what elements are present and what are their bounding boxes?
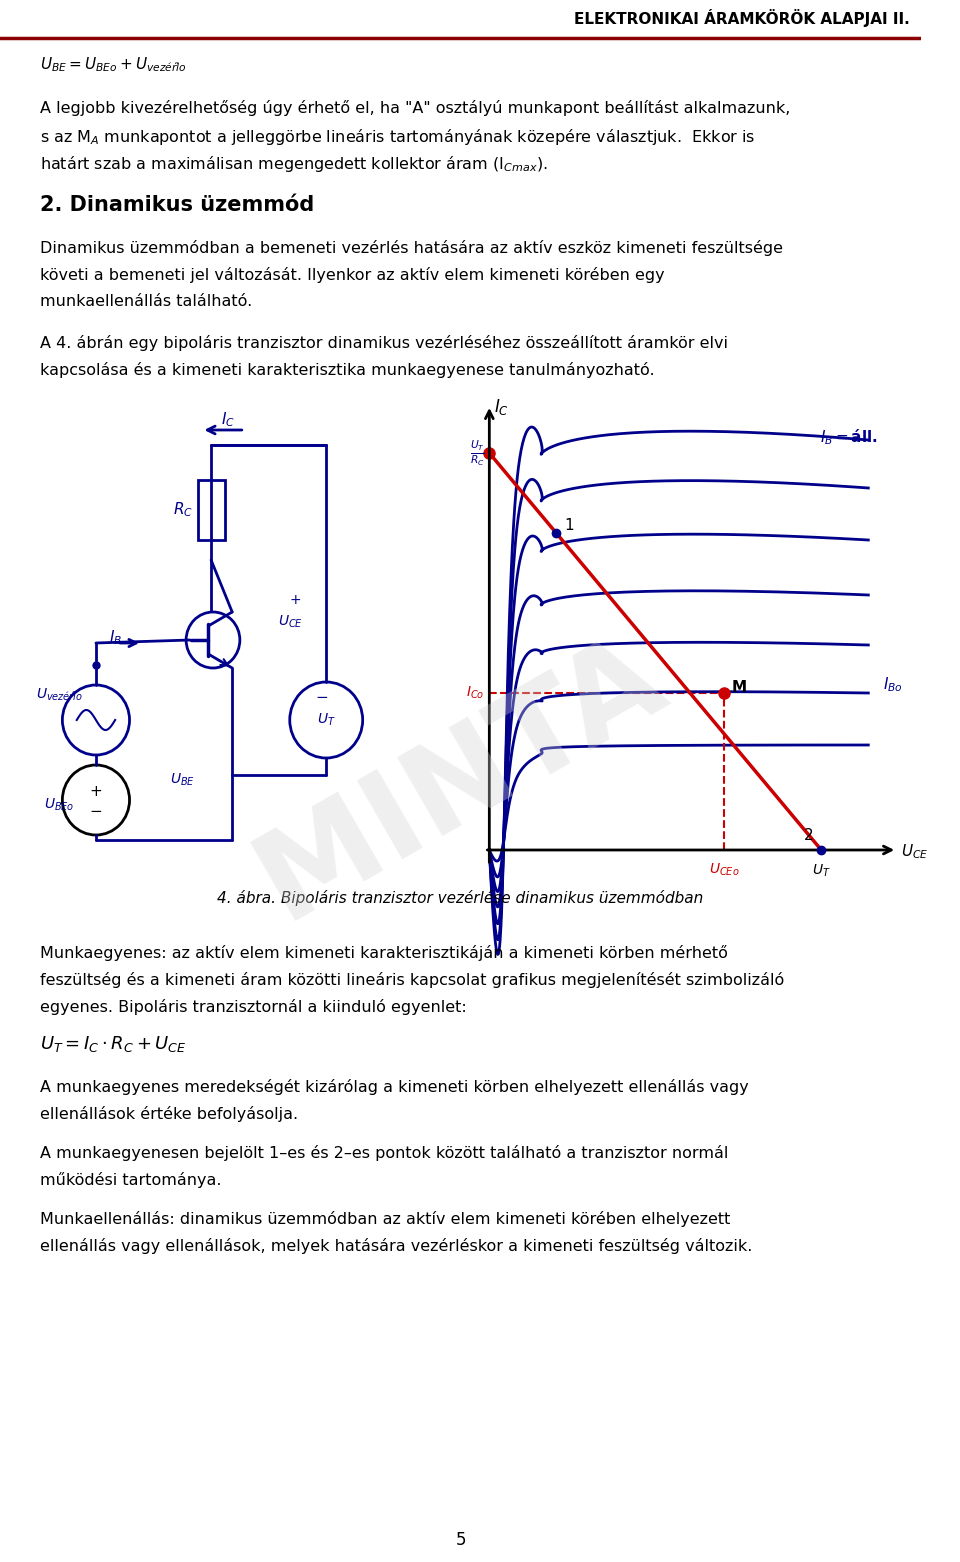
Text: ellenállások értéke befolyásolja.: ellenállások értéke befolyásolja. xyxy=(40,1106,299,1122)
Text: $+$: $+$ xyxy=(89,784,103,800)
Text: $U_T$: $U_T$ xyxy=(317,712,336,728)
Text: $U_T$: $U_T$ xyxy=(812,862,830,879)
Text: A legjobb kivezérelhetőség úgy érhető el, ha "A" osztályú munkapont beállítást a: A legjobb kivezérelhetőség úgy érhető el… xyxy=(40,100,791,116)
Text: $-$: $-$ xyxy=(89,803,103,817)
Text: $U_{BE} = U_{BEo}+U_{vezérl\H{o}}$: $U_{BE} = U_{BEo}+U_{vezérl\H{o}}$ xyxy=(40,56,187,75)
Text: $U_{CE}$: $U_{CE}$ xyxy=(900,842,928,861)
Circle shape xyxy=(290,683,363,758)
Text: M: M xyxy=(732,681,747,695)
Circle shape xyxy=(62,686,130,754)
Text: $U_{CEo}$: $U_{CEo}$ xyxy=(709,862,740,878)
Text: $I_{Co}$: $I_{Co}$ xyxy=(467,684,485,701)
Text: $U_{vezérl\H{o}}$: $U_{vezérl\H{o}}$ xyxy=(36,687,84,703)
Text: A 4. ábrán egy bipoláris tranzisztor dinamikus vezérléséhez összeállított áramkö: A 4. ábrán egy bipoláris tranzisztor din… xyxy=(40,334,729,351)
Text: MINTA: MINTA xyxy=(236,615,684,945)
Text: Munkaegyenes: az aktív elem kimeneti karakterisztikáján a kimeneti körben mérhet: Munkaegyenes: az aktív elem kimeneti kar… xyxy=(40,945,729,961)
Text: $U_{BEo}$: $U_{BEo}$ xyxy=(44,797,75,814)
Text: $I_C$: $I_C$ xyxy=(221,411,234,430)
Text: $I_{Bo}$: $I_{Bo}$ xyxy=(882,676,902,695)
Text: ELEKTRONIKAI ÁRAMKÖRÖK ALAPJAI II.: ELEKTRONIKAI ÁRAMKÖRÖK ALAPJAI II. xyxy=(574,9,909,27)
Text: $U_{BE}$: $U_{BE}$ xyxy=(170,772,195,789)
Text: 1: 1 xyxy=(564,519,574,533)
Text: $+$: $+$ xyxy=(290,594,301,608)
Text: határt szab a maximálisan megengedett kollektor áram (I$_{Cmax}$).: határt szab a maximálisan megengedett ko… xyxy=(40,155,548,173)
Text: ellenállás vagy ellenállások, melyek hatására vezérléskor a kimeneti feszültség : ellenállás vagy ellenállások, melyek hat… xyxy=(40,1239,753,1254)
Text: A munkaegyenesen bejelölt 1–es és 2–es pontok között található a tranzisztor nor: A munkaegyenesen bejelölt 1–es és 2–es p… xyxy=(40,1145,729,1161)
Text: $U_T = I_C \cdot R_C + U_{CE}$: $U_T = I_C \cdot R_C + U_{CE}$ xyxy=(40,1034,187,1054)
Text: munkaellenállás található.: munkaellenállás található. xyxy=(40,294,252,309)
Circle shape xyxy=(186,612,240,669)
Text: $\frac{U_T}{R_C}$: $\frac{U_T}{R_C}$ xyxy=(469,439,485,467)
Text: kapcsolása és a kimeneti karakterisztika munkaegyenese tanulmányozható.: kapcsolása és a kimeneti karakterisztika… xyxy=(40,362,655,378)
Text: $I_B = $áll.: $I_B = $áll. xyxy=(820,426,877,447)
Text: $-$: $-$ xyxy=(315,687,328,703)
Text: $U_{CE}$: $U_{CE}$ xyxy=(278,614,303,629)
Text: követi a bemeneti jel változását. Ilyenkor az aktív elem kimeneti körében egy: követi a bemeneti jel változását. Ilyenk… xyxy=(40,267,665,283)
Bar xyxy=(198,480,225,540)
Text: feszültség és a kimeneti áram közötti lineáris kapcsolat grafikus megjelenítését: feszültség és a kimeneti áram közötti li… xyxy=(40,972,784,989)
Text: egyenes. Bipoláris tranzisztornál a kiinduló egyenlet:: egyenes. Bipoláris tranzisztornál a kiin… xyxy=(40,1000,468,1015)
Text: Munkaellenállás: dinamikus üzemmódban az aktív elem kimeneti körében elhelyezett: Munkaellenállás: dinamikus üzemmódban az… xyxy=(40,1211,731,1228)
Text: 4. ábra. Bipoláris tranzisztor vezérlése dinamikus üzemmódban: 4. ábra. Bipoláris tranzisztor vezérlése… xyxy=(217,890,704,906)
Text: 2: 2 xyxy=(804,828,814,843)
Text: Dinamikus üzemmódban a bemeneti vezérlés hatására az aktív eszköz kimeneti feszü: Dinamikus üzemmódban a bemeneti vezérlés… xyxy=(40,241,783,256)
Text: $R_C$: $R_C$ xyxy=(173,501,193,519)
Text: A munkaegyenes meredekségét kizárólag a kimeneti körben elhelyezett ellenállás v: A munkaegyenes meredekségét kizárólag a … xyxy=(40,1079,749,1095)
Text: 2. Dinamikus üzemmód: 2. Dinamikus üzemmód xyxy=(40,195,315,216)
Text: 5: 5 xyxy=(455,1531,466,1550)
Circle shape xyxy=(62,765,130,836)
Text: $I_C$: $I_C$ xyxy=(494,397,509,417)
Text: működési tartománya.: működési tartománya. xyxy=(40,1172,222,1189)
Text: $I_B$: $I_B$ xyxy=(108,628,122,647)
Text: s az M$_A$ munkapontot a jelleggörbe lineáris tartományának közepére választjuk.: s az M$_A$ munkapontot a jelleggörbe lin… xyxy=(40,127,756,147)
